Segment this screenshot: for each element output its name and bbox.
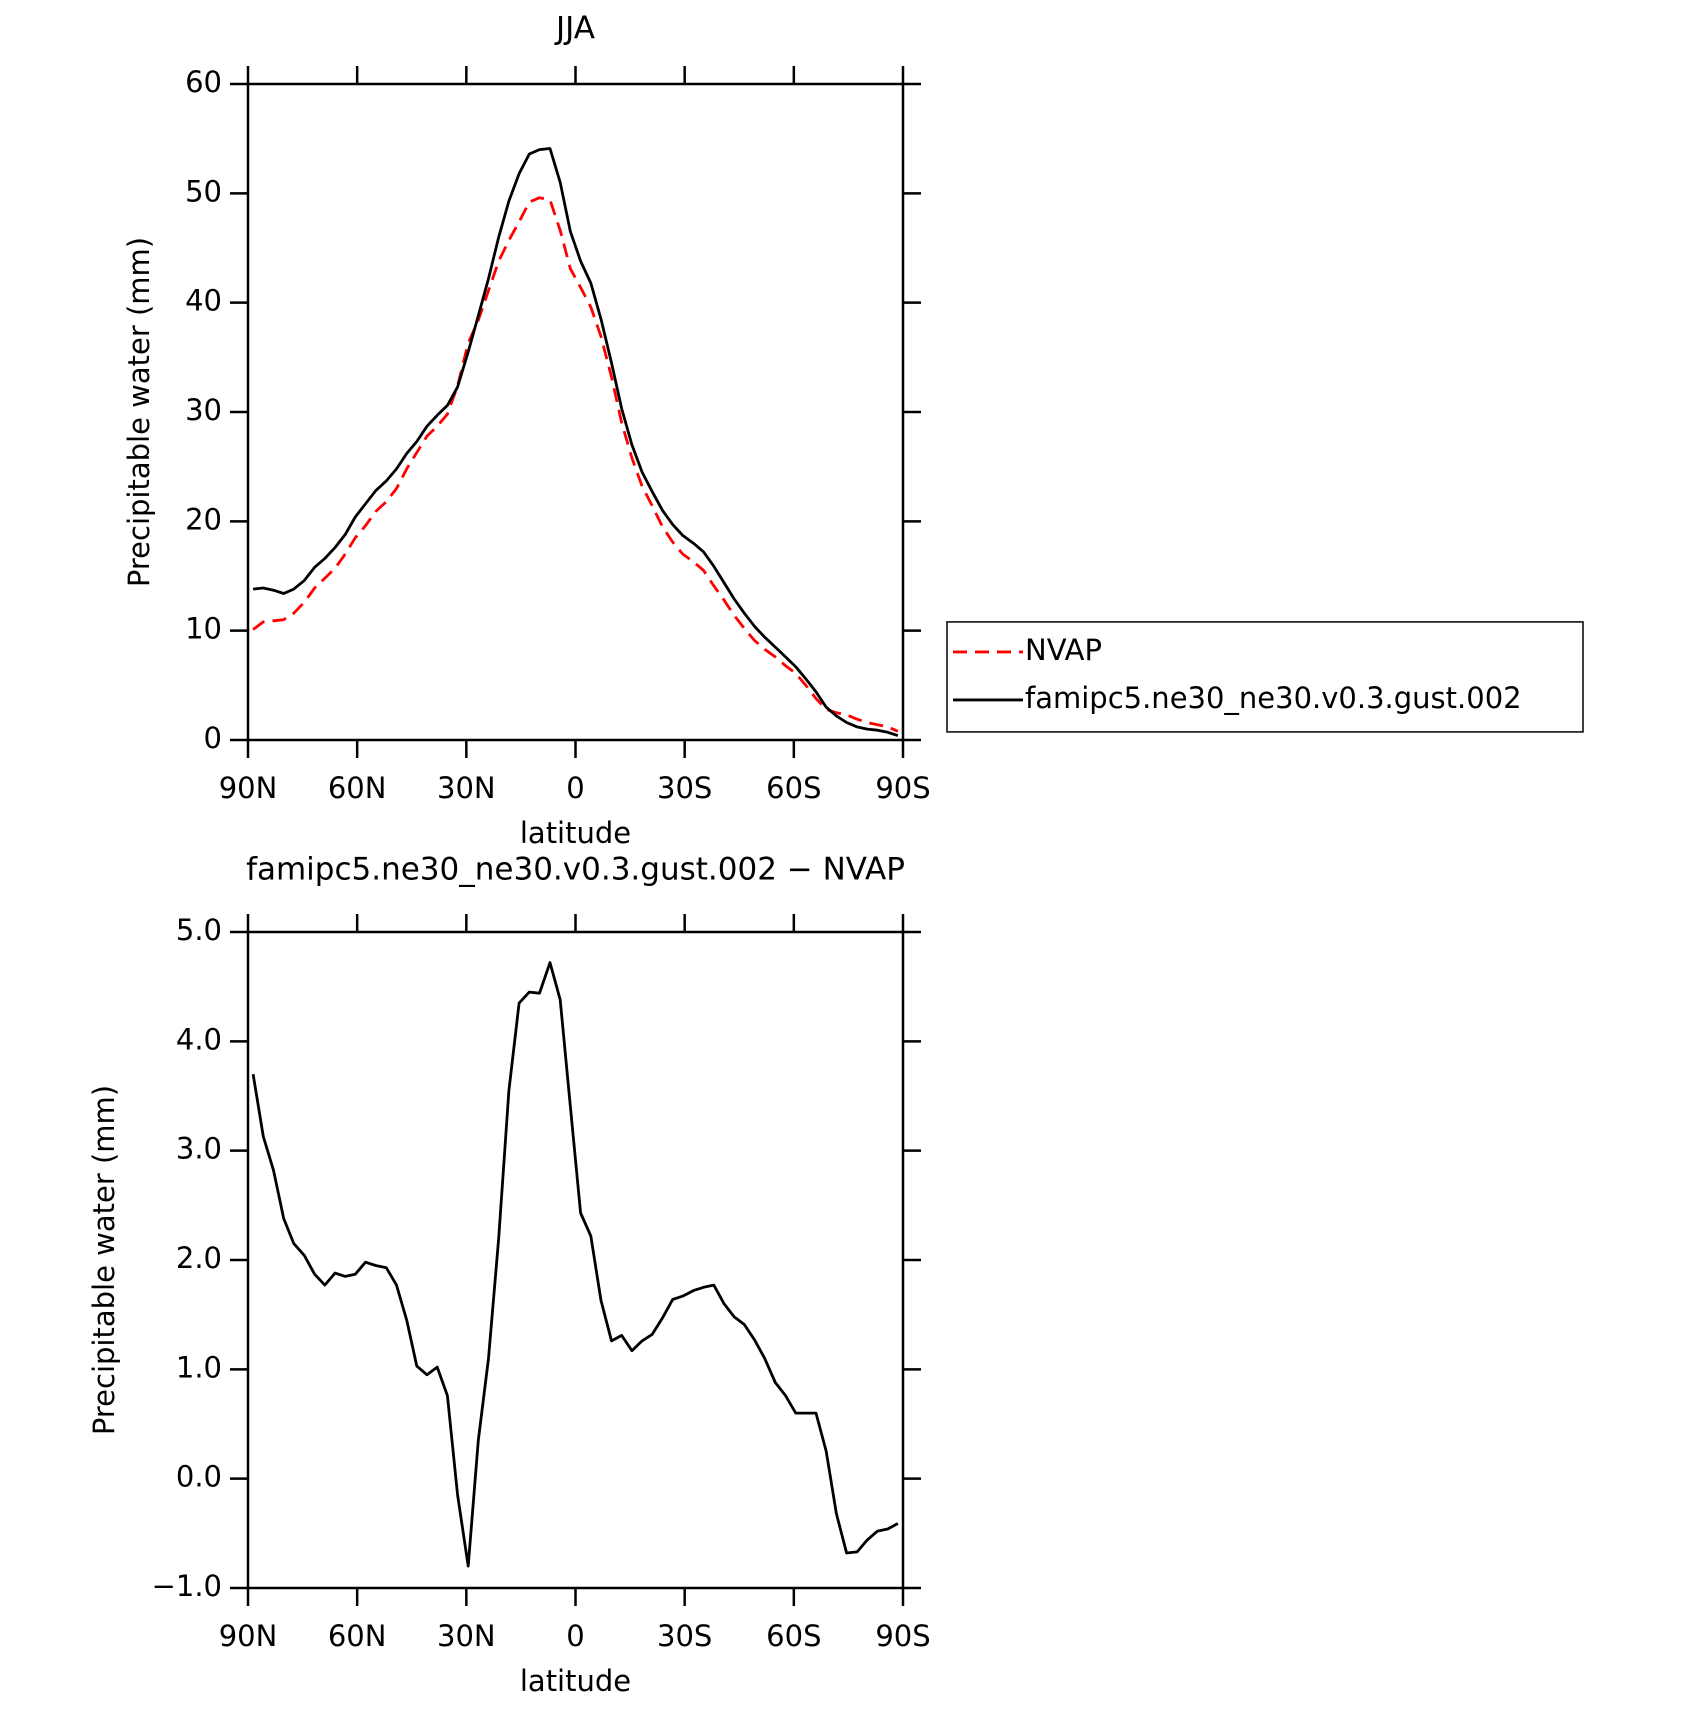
y-tick-label: 3.0 <box>176 1132 222 1166</box>
x-tick-label: 0 <box>566 771 584 805</box>
y-tick-label: 0 <box>204 721 222 755</box>
x-tick-label: 30S <box>657 771 712 805</box>
y-tick-label: 40 <box>185 284 222 318</box>
y-tick-label: 4.0 <box>176 1022 222 1056</box>
y-tick-label: 2.0 <box>176 1241 222 1275</box>
legend-label: famipc5.ne30_ne30.v0.3.gust.002 <box>1025 681 1522 715</box>
x-tick-label: 90N <box>219 1619 278 1653</box>
x-tick-label: 90N <box>219 771 278 805</box>
y-axis-label: Precipitable water (mm) <box>122 237 156 587</box>
chart-title: JJA <box>554 11 595 47</box>
y-tick-label: 0.0 <box>176 1460 222 1494</box>
y-tick-label: 60 <box>185 65 222 99</box>
chart-title: famipc5.ne30_ne30.v0.3.gust.002 − NVAP <box>246 852 905 888</box>
x-axis-label: latitude <box>520 816 631 850</box>
y-axis-label: Precipitable water (mm) <box>87 1085 121 1435</box>
plot-frame <box>246 82 905 742</box>
y-tick-label: 30 <box>185 393 222 427</box>
legend: NVAP famipc5.ne30_ne30.v0.3.gust.002 <box>946 621 1584 733</box>
y-tick-label: 20 <box>185 502 222 536</box>
x-tick-label: 90S <box>875 1619 930 1653</box>
y-tick-label: 1.0 <box>176 1350 222 1384</box>
legend-label: NVAP <box>1025 633 1102 667</box>
y-tick-label: 10 <box>185 612 222 646</box>
x-axis-label: latitude <box>520 1664 631 1698</box>
x-tick-label: 60N <box>328 771 387 805</box>
y-tick-label: 50 <box>185 174 222 208</box>
y-tick-label: −1.0 <box>152 1569 222 1603</box>
x-tick-label: 30N <box>437 771 496 805</box>
x-tick-label: 30S <box>657 1619 712 1653</box>
legend-box <box>946 621 1584 733</box>
data-line <box>252 147 899 737</box>
x-tick-label: 90S <box>875 771 930 805</box>
data-line <box>252 196 899 733</box>
x-tick-label: 60S <box>766 771 821 805</box>
x-tick-label: 30N <box>437 1619 496 1653</box>
x-tick-label: 0 <box>566 1619 584 1653</box>
x-tick-label: 60S <box>766 1619 821 1653</box>
x-tick-label: 60N <box>328 1619 387 1653</box>
data-line <box>251 961 899 1568</box>
y-tick-label: 5.0 <box>176 913 222 947</box>
plot-frame <box>246 930 905 1590</box>
